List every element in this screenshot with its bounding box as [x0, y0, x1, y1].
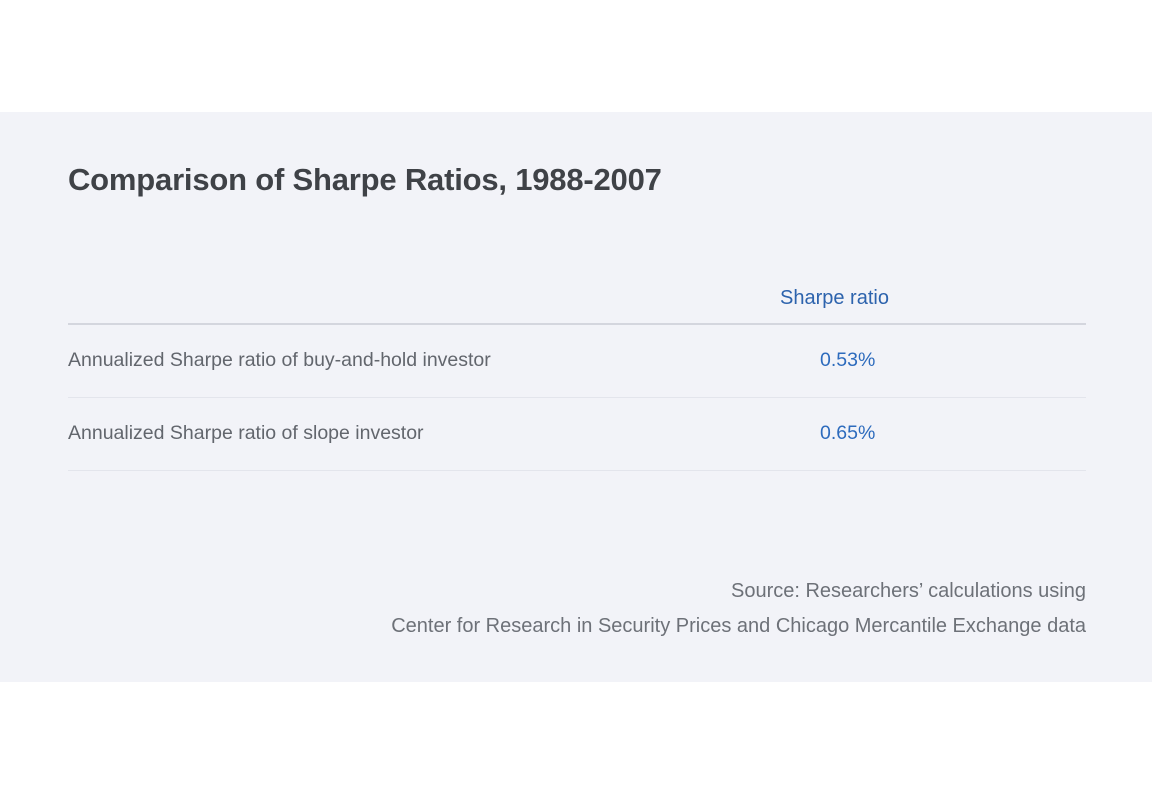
table-row: Annualized Sharpe ratio of slope investo…: [68, 397, 1086, 471]
row-value: 0.65%: [758, 397, 1086, 471]
column-header-label: [68, 287, 758, 325]
page-title: Comparison of Sharpe Ratios, 1988-2007: [68, 162, 662, 197]
table-header: Sharpe ratio: [68, 287, 1086, 325]
figure-card: Comparison of Sharpe Ratios, 1988-2007 S…: [0, 112, 1152, 682]
source-note-line-2: Center for Research in Security Prices a…: [391, 615, 1086, 637]
sharpe-ratio-table: Sharpe ratio Annualized Sharpe ratio of …: [68, 287, 1086, 471]
source-note: Source: Researchers’ calculations using …: [68, 574, 1086, 644]
source-note-line-1: Source: Researchers’ calculations using: [731, 580, 1086, 602]
column-header-sharpe-ratio: Sharpe ratio: [758, 287, 1086, 325]
table-body: Annualized Sharpe ratio of buy-and-hold …: [68, 324, 1086, 471]
table-row: Annualized Sharpe ratio of buy-and-hold …: [68, 324, 1086, 398]
table-header-row: Sharpe ratio: [68, 287, 1086, 325]
row-label: Annualized Sharpe ratio of slope investo…: [68, 397, 758, 471]
row-value: 0.53%: [758, 324, 1086, 398]
row-label: Annualized Sharpe ratio of buy-and-hold …: [68, 324, 758, 398]
